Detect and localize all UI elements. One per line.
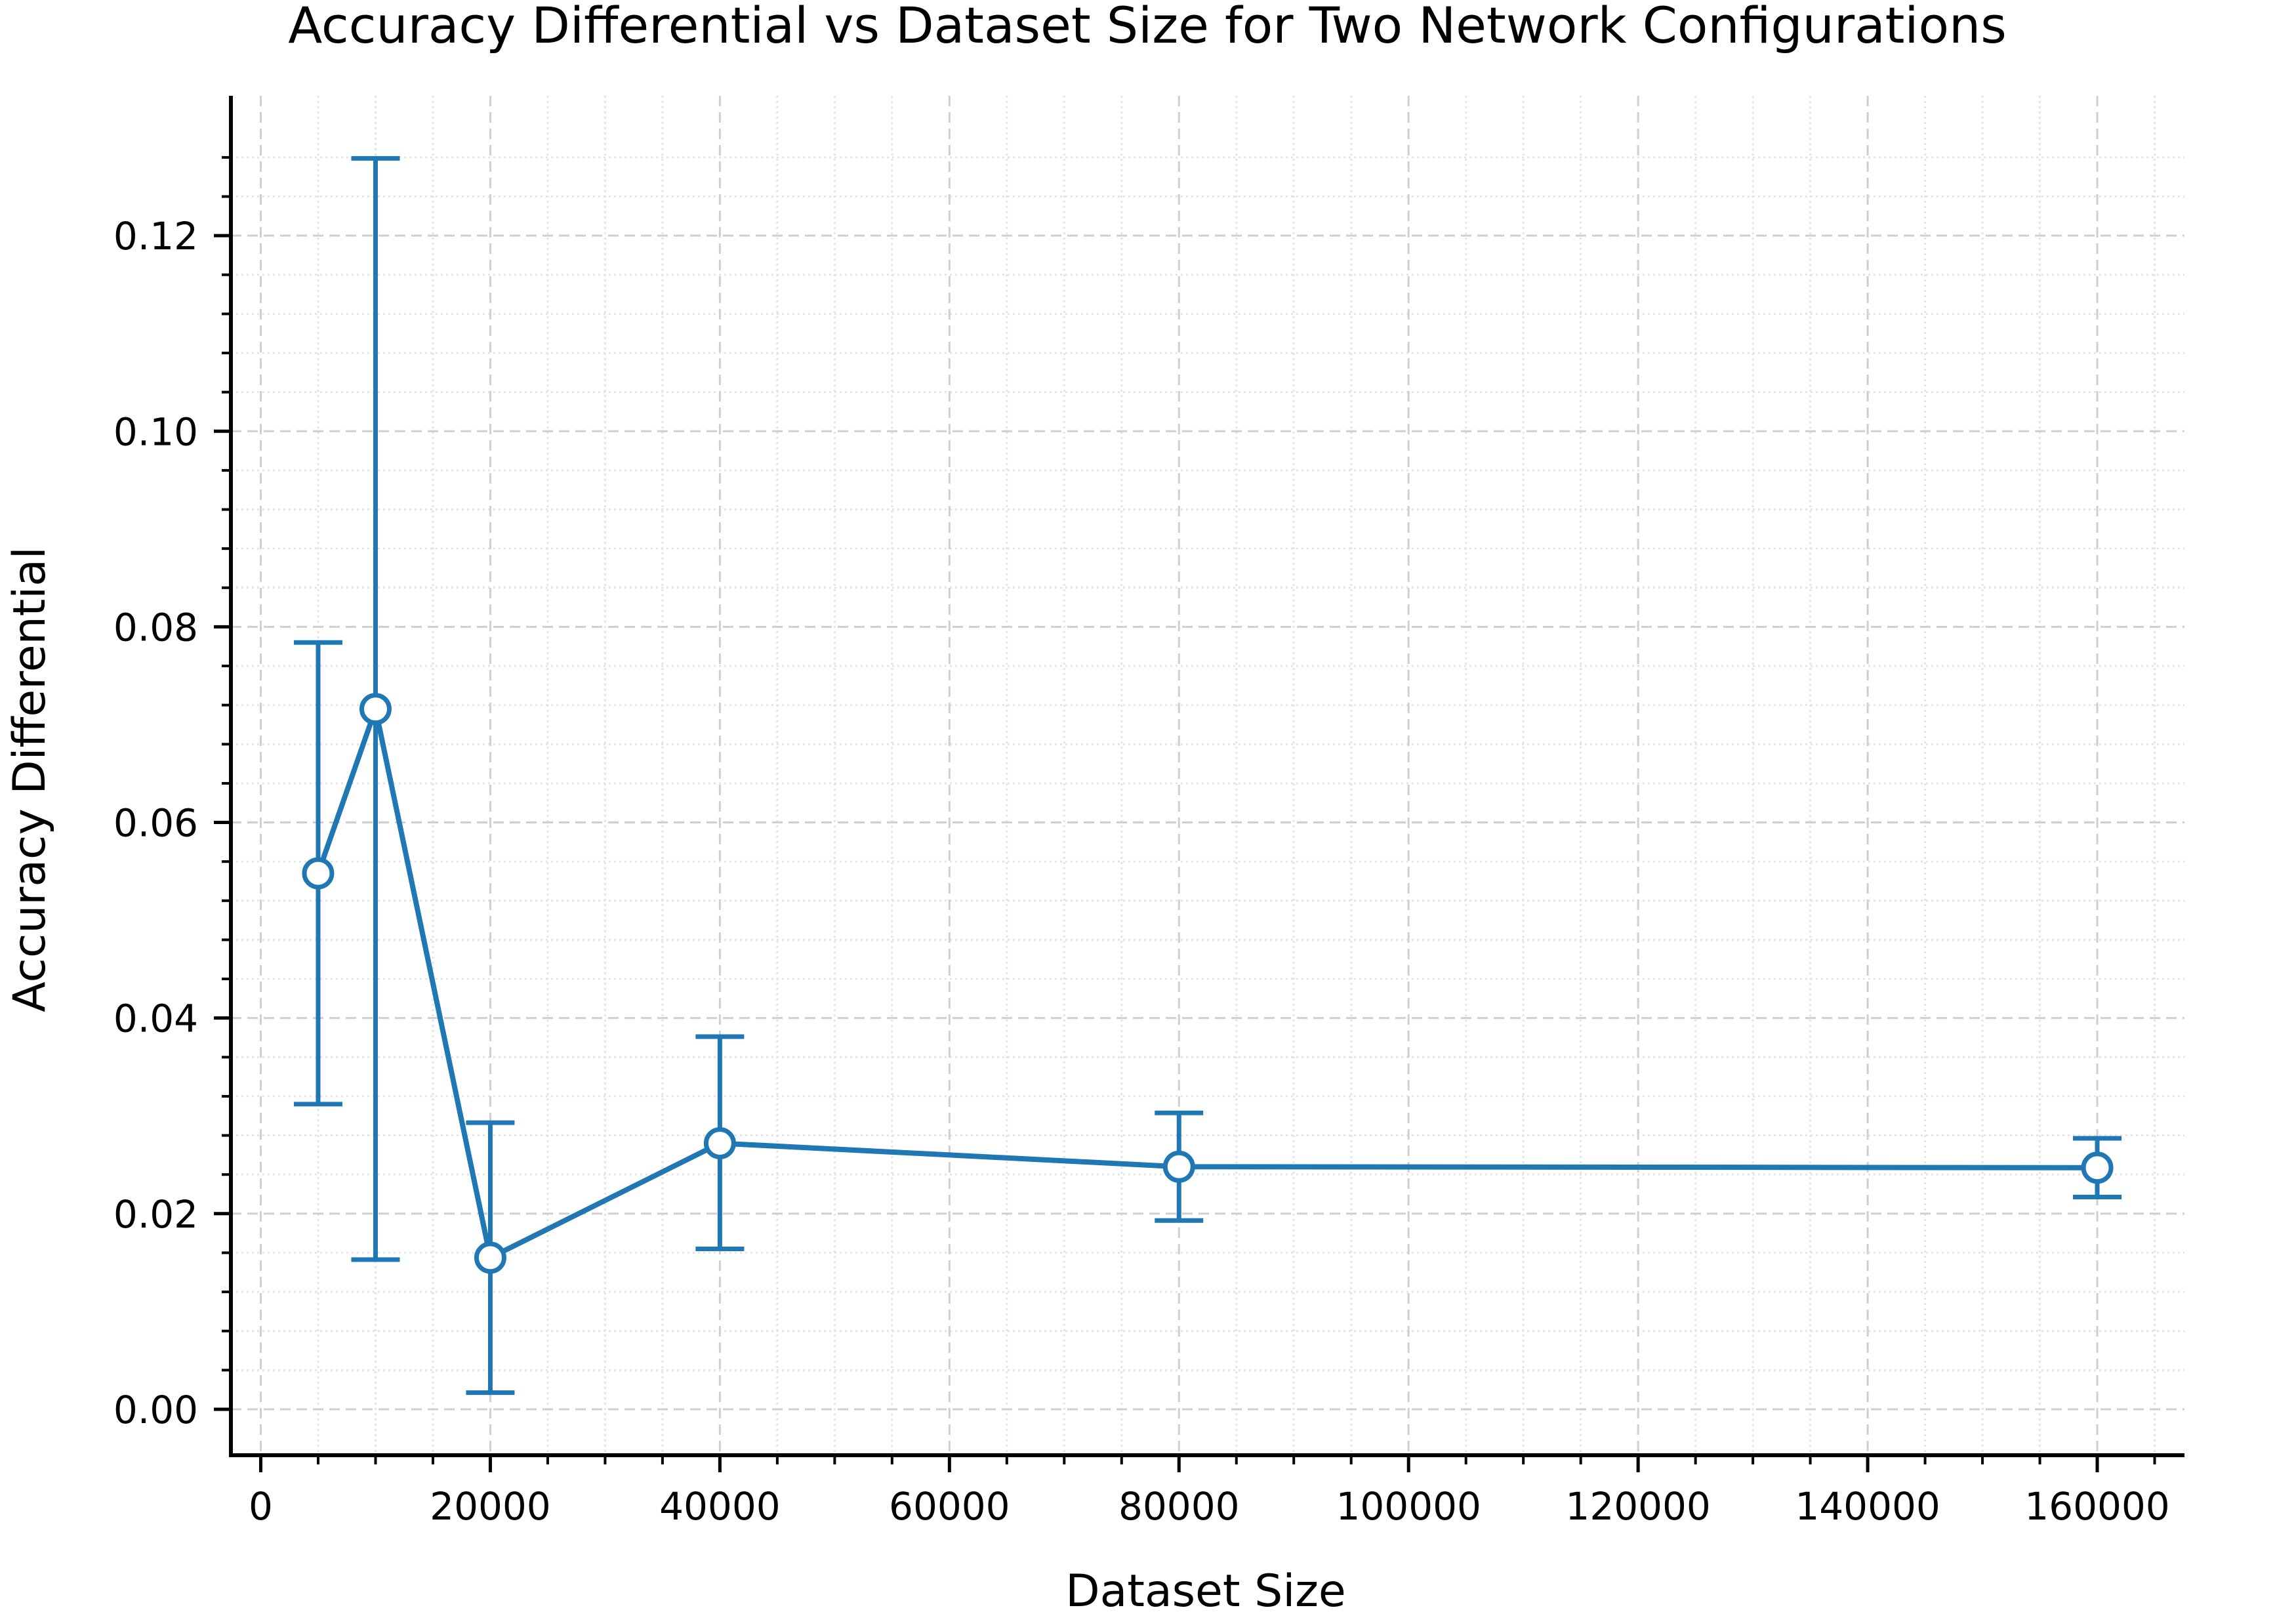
y-tick-label: 0.12: [113, 214, 198, 259]
series-line: [316, 706, 2098, 1260]
y-tick-label: 0.08: [113, 605, 198, 650]
minor-grid: [231, 96, 2184, 1455]
data-point: [2081, 1151, 2114, 1184]
x-tick-label: 120000: [1565, 1484, 1710, 1529]
major-grid: [231, 96, 2184, 1455]
y-tick-label: 0.10: [113, 409, 198, 454]
axes: [229, 96, 2184, 1457]
x-axis-label: Dataset Size: [1065, 1565, 1346, 1614]
ticks: [214, 155, 2156, 1472]
series-layer: [293, 155, 2122, 1396]
x-tick-label: 100000: [1336, 1484, 1481, 1529]
tick-labels: 0 20000 40000 60000 80000 100000 120000 140000 1…: [113, 214, 2170, 1529]
x-tick-label: 140000: [1795, 1484, 1940, 1529]
data-point: [359, 693, 392, 726]
data-point: [703, 1127, 736, 1159]
x-tick-label: 20000: [430, 1484, 551, 1529]
chart-title: Accuracy Differential vs Dataset Size fo…: [288, 0, 2007, 54]
y-tick-label: 0.02: [113, 1192, 198, 1237]
data-point: [302, 857, 335, 890]
y-tick-label: 0.04: [113, 997, 198, 1041]
x-tick-label: 40000: [659, 1484, 781, 1529]
y-tick-label: 0.00: [113, 1388, 198, 1432]
x-tick-label: 60000: [889, 1484, 1010, 1529]
y-axis-label: Accuracy Differential: [4, 547, 56, 1012]
data-point: [474, 1241, 506, 1274]
data-point: [1162, 1150, 1195, 1183]
x-tick-label: 80000: [1118, 1484, 1240, 1529]
x-tick-label: 160000: [2024, 1484, 2169, 1529]
x-tick-label: 0: [249, 1484, 273, 1529]
y-tick-label: 0.06: [113, 801, 198, 846]
